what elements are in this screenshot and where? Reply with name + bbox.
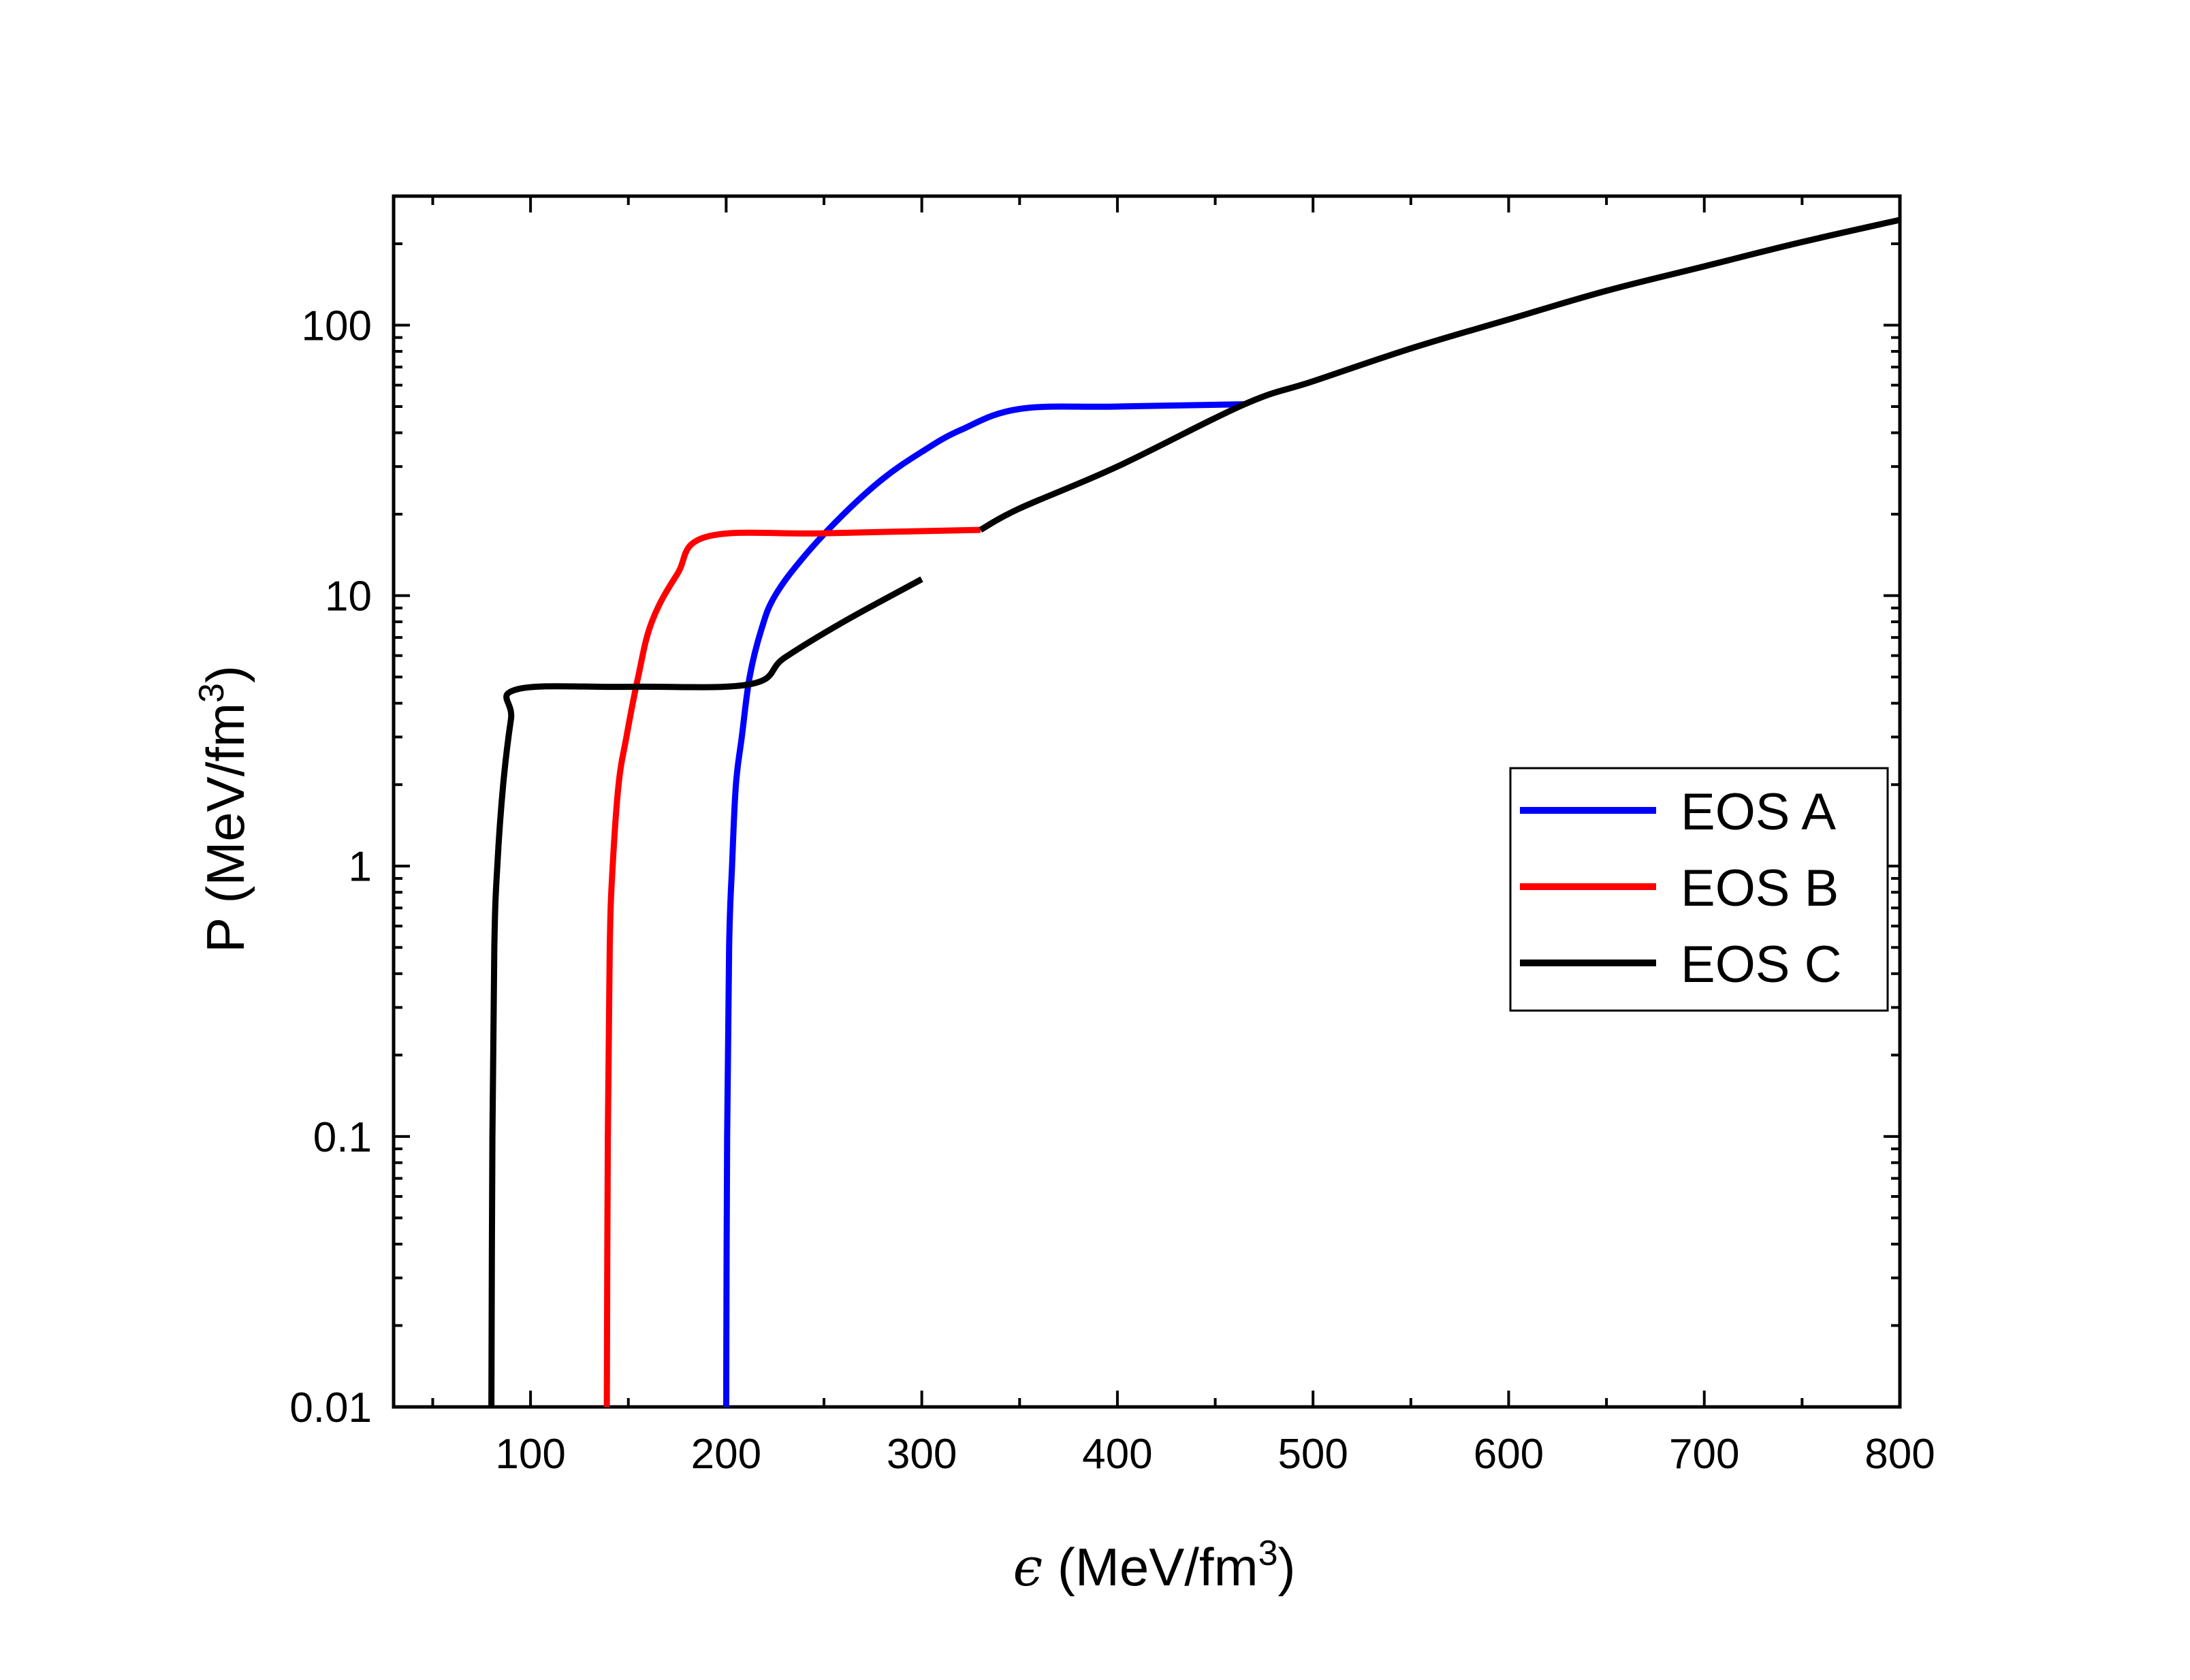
x-axis-title: ϵ (MeV/fm3) (1013, 1534, 1296, 1598)
plot-frame (392, 194, 1902, 1409)
series-line-eos-c (488, 576, 923, 1408)
x-tick-label: 500 (1278, 1431, 1348, 1478)
series-line-eos-b (603, 526, 981, 1408)
x-tick-label: 800 (1864, 1431, 1935, 1478)
legend-label-eos-b: EOS B (1681, 859, 1839, 917)
y-tick-label: 0.1 (313, 1114, 372, 1161)
y-tick-label: 1 (349, 844, 372, 891)
legend-label-eos-c: EOS C (1681, 936, 1842, 994)
y-tick-label: 10 (325, 573, 372, 620)
y-tick-label: 0.01 (289, 1384, 372, 1431)
x-tick-label: 200 (691, 1431, 761, 1478)
x-tick-label: 300 (887, 1431, 957, 1478)
legend-label-eos-a: EOS A (1681, 783, 1836, 841)
series-line-common-branch (979, 217, 1901, 533)
x-tick-label: 400 (1082, 1431, 1152, 1478)
x-tick-label: 700 (1669, 1431, 1739, 1478)
x-tick-label: 100 (495, 1431, 565, 1478)
y-tick-label: 100 (302, 302, 372, 349)
y-axis-title: P (MeV/fm3) (192, 665, 255, 953)
x-tick-label: 600 (1474, 1431, 1544, 1478)
series-line-eos-a (723, 401, 1245, 1408)
